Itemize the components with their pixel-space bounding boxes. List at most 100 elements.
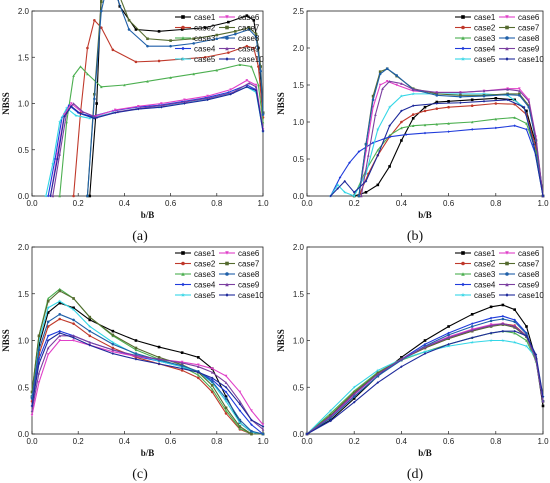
- data-point-case8: [261, 113, 265, 116]
- data-point-case7: [247, 26, 251, 29]
- legend-entry-case3: case3: [175, 34, 216, 43]
- data-point-case6: [136, 104, 140, 108]
- data-point-case8: [250, 429, 253, 433]
- data-point-case10: [411, 104, 415, 108]
- legend-marker: [505, 261, 509, 266]
- legend-entry-case7: case7: [499, 260, 540, 269]
- data-point-case4: [489, 316, 493, 320]
- plot-frame: [306, 10, 544, 197]
- data-point-case9: [197, 365, 200, 368]
- data-point-case3: [215, 68, 219, 72]
- series-line-case5: [330, 93, 544, 197]
- data-point-case10: [111, 352, 115, 355]
- data-point-case5: [50, 161, 55, 166]
- data-point-case8: [192, 42, 195, 45]
- data-point-case10: [46, 339, 50, 342]
- data-point-case1: [423, 105, 427, 109]
- legend-entry-case8: case8: [219, 34, 260, 43]
- data-point-case7: [378, 70, 382, 73]
- data-point-case10: [376, 381, 380, 384]
- legend-entry-case2: case2: [175, 260, 216, 269]
- data-point-case4: [494, 126, 498, 130]
- x-tick-label: 0.8: [211, 437, 223, 446]
- data-point-case10: [305, 432, 309, 436]
- data-point-case8: [46, 320, 50, 324]
- legend-label: case9: [518, 281, 540, 290]
- data-point-case10: [238, 402, 242, 406]
- legend-entry-case4: case4: [455, 45, 496, 54]
- data-point-case5: [470, 340, 475, 344]
- legend-label: case2: [194, 260, 216, 269]
- data-point-case4: [37, 357, 41, 361]
- legend-entry-case10: case10: [499, 291, 544, 300]
- data-point-case8: [215, 37, 219, 41]
- legend-marker: [181, 272, 185, 276]
- data-point-case8: [364, 142, 368, 146]
- data-point-case10: [113, 111, 117, 115]
- data-point-case3: [411, 124, 415, 127]
- data-point-case5: [87, 116, 92, 120]
- data-point-case6: [69, 102, 73, 105]
- x-tick-label: 0.2: [349, 199, 361, 208]
- legend-marker: [181, 261, 185, 266]
- data-point-case5: [352, 194, 357, 198]
- series-case8: [86, 0, 265, 198]
- series-case10: [305, 329, 545, 436]
- data-point-case2: [203, 55, 207, 59]
- data-point-case9: [400, 357, 403, 361]
- data-point-case5: [446, 344, 451, 348]
- data-point-case2: [72, 322, 75, 325]
- legend-entry-case6: case6: [219, 249, 260, 258]
- legend-marker: [180, 56, 186, 61]
- legend-marker: [225, 282, 229, 287]
- x-tick-label: 0.0: [26, 437, 38, 446]
- data-point-case10: [157, 362, 161, 366]
- data-point-case7: [58, 289, 62, 293]
- data-point-case9: [411, 88, 415, 91]
- legend-marker: [181, 15, 185, 19]
- legend-label: case10: [518, 291, 544, 300]
- data-point-case5: [224, 399, 228, 403]
- legend-label: case6: [518, 249, 540, 258]
- data-point-case10: [63, 115, 66, 118]
- data-point-case7: [259, 65, 262, 68]
- legend-label: case1: [194, 13, 216, 22]
- data-point-case8: [395, 74, 398, 77]
- data-point-case6: [58, 339, 62, 342]
- series-case9: [30, 334, 265, 431]
- data-point-case5: [46, 305, 50, 310]
- y-tick-label: 0.5: [18, 383, 30, 392]
- data-point-case8: [58, 313, 62, 316]
- data-point-case6: [229, 88, 232, 91]
- legend-label: case4: [194, 45, 216, 54]
- data-point-case1: [470, 313, 474, 316]
- data-point-case6: [254, 83, 258, 87]
- y-tick-label: 2.0: [18, 243, 30, 252]
- x-tick-label: 0.6: [443, 437, 455, 446]
- data-point-case9: [381, 87, 384, 90]
- data-point-case2: [470, 104, 474, 108]
- data-point-case10: [206, 98, 209, 102]
- data-point-case3: [46, 297, 50, 300]
- legend-entry-case10: case10: [499, 55, 544, 64]
- data-point-case1: [388, 165, 391, 168]
- legend-label: case7: [518, 260, 540, 269]
- data-point-case2: [245, 44, 249, 48]
- data-point-case10: [229, 92, 232, 96]
- legend-label: case9: [238, 45, 260, 54]
- x-tick-label: 0.8: [490, 199, 502, 208]
- data-point-case8: [233, 32, 237, 36]
- y-tick-label: 0.0: [293, 430, 305, 439]
- series-case4: [329, 124, 545, 198]
- data-point-case8: [146, 44, 149, 48]
- legend-label: case9: [238, 281, 260, 290]
- x-tick-label: 0.0: [26, 199, 38, 208]
- data-point-case8: [459, 95, 462, 99]
- x-tick-label: 0.4: [396, 437, 408, 446]
- data-point-case1: [157, 30, 161, 33]
- data-point-case1: [88, 318, 92, 322]
- data-point-case4: [423, 342, 427, 346]
- data-point-case3: [238, 427, 242, 430]
- data-point-case8: [100, 9, 103, 13]
- data-point-case10: [79, 112, 82, 115]
